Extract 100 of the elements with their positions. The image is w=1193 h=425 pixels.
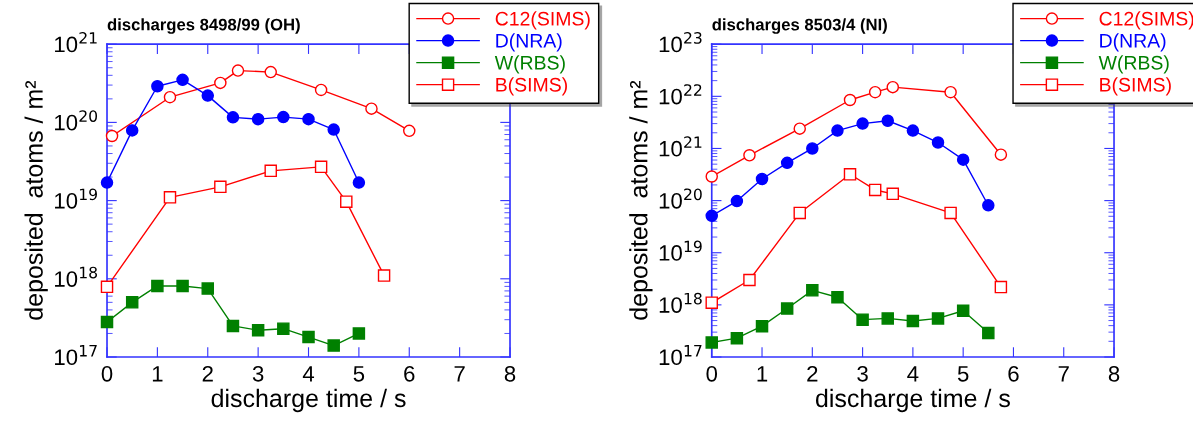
point bbox=[868, 85, 882, 99]
x-tick-label: 8 bbox=[504, 365, 516, 382]
x-tick-label: 8 bbox=[1108, 365, 1120, 382]
x-tick-label: 3 bbox=[252, 365, 264, 382]
point bbox=[755, 172, 769, 186]
point bbox=[780, 302, 794, 315]
point bbox=[176, 279, 189, 293]
point bbox=[793, 122, 806, 135]
y-tick-label: 10$^{22}$ bbox=[659, 84, 702, 105]
point bbox=[264, 164, 277, 178]
point bbox=[340, 195, 353, 208]
point bbox=[163, 191, 177, 204]
point bbox=[780, 156, 794, 170]
point bbox=[906, 124, 920, 137]
x-tick-label: 1 bbox=[757, 366, 768, 382]
point bbox=[100, 280, 114, 294]
point bbox=[100, 176, 114, 189]
point bbox=[302, 112, 315, 126]
x-tick-label: 5 bbox=[957, 366, 969, 382]
point bbox=[302, 330, 315, 344]
point bbox=[743, 149, 756, 162]
y-tick-label: 10$^{18}$ bbox=[55, 266, 98, 287]
x-tick-label: 0 bbox=[706, 365, 718, 382]
point bbox=[226, 111, 240, 124]
point bbox=[352, 176, 366, 189]
y-tick-label: 10$^{23}$ bbox=[659, 32, 702, 53]
point bbox=[831, 290, 844, 304]
point bbox=[944, 206, 957, 220]
point bbox=[214, 180, 227, 194]
legend-label: B(SIMS) bbox=[496, 77, 567, 96]
x-tick-label: 2 bbox=[807, 365, 818, 382]
point bbox=[956, 304, 970, 318]
point bbox=[843, 93, 857, 107]
point bbox=[705, 170, 718, 183]
point bbox=[201, 282, 215, 295]
point bbox=[982, 199, 995, 212]
chart-title: discharges 8503/4 (NI) bbox=[712, 18, 887, 34]
point bbox=[831, 124, 844, 137]
point bbox=[956, 153, 970, 166]
legend-label: C12(SIMS) bbox=[1099, 11, 1193, 30]
x-tick-label: 2 bbox=[202, 365, 213, 382]
y-tick-label: 10$^{21}$ bbox=[659, 136, 702, 157]
point bbox=[705, 296, 718, 309]
legend-label: W(RBS) bbox=[494, 55, 565, 74]
point bbox=[352, 327, 366, 340]
point bbox=[886, 187, 900, 201]
x-tick-label: 4 bbox=[907, 366, 919, 382]
y-tick-label: 10$^{20}$ bbox=[55, 110, 98, 131]
point bbox=[994, 148, 1008, 161]
legend-label: W(RBS) bbox=[1098, 55, 1169, 74]
point bbox=[327, 123, 340, 136]
x-tick-label: 1 bbox=[152, 366, 163, 382]
point bbox=[856, 313, 869, 326]
point bbox=[730, 194, 744, 208]
y-tick-label: 10$^{19}$ bbox=[55, 188, 97, 209]
legend-label: D(NRA) bbox=[496, 33, 562, 52]
point bbox=[881, 114, 894, 128]
y-tick-label: 10$^{17}$ bbox=[55, 345, 97, 366]
point bbox=[176, 73, 189, 87]
x-tick-label: 6 bbox=[404, 365, 415, 382]
point bbox=[226, 319, 240, 333]
point bbox=[743, 273, 756, 287]
point bbox=[251, 112, 265, 126]
y-axis-title: deposited atoms / m² bbox=[24, 80, 48, 320]
point bbox=[125, 296, 139, 309]
point bbox=[377, 269, 391, 282]
point bbox=[868, 183, 882, 197]
point bbox=[214, 76, 227, 90]
point bbox=[856, 117, 869, 130]
point bbox=[251, 323, 265, 337]
point bbox=[881, 312, 894, 325]
x-tick-label: 0 bbox=[101, 365, 113, 382]
point bbox=[931, 312, 945, 325]
point bbox=[730, 331, 744, 345]
point bbox=[277, 322, 290, 335]
point bbox=[755, 319, 769, 333]
point bbox=[201, 89, 215, 102]
x-tick-label: 4 bbox=[302, 366, 315, 382]
y-tick-label: 10$^{20}$ bbox=[659, 188, 702, 209]
point bbox=[151, 79, 164, 93]
point bbox=[231, 64, 245, 77]
point bbox=[277, 110, 290, 124]
point bbox=[327, 339, 340, 352]
x-tick-label: 7 bbox=[1058, 366, 1069, 382]
point bbox=[314, 160, 328, 174]
legend-label: D(NRA) bbox=[1100, 33, 1166, 52]
y-tick-label: 10$^{19}$ bbox=[659, 240, 702, 261]
point bbox=[994, 280, 1008, 294]
point bbox=[100, 315, 114, 329]
point bbox=[151, 279, 164, 293]
point bbox=[125, 124, 139, 137]
x-axis-title: discharge time / s bbox=[815, 388, 1010, 413]
point bbox=[806, 142, 819, 155]
point bbox=[793, 206, 806, 220]
y-tick-label: 10$^{17}$ bbox=[659, 345, 702, 366]
x-tick-label: 7 bbox=[454, 366, 465, 382]
point bbox=[403, 124, 416, 138]
point bbox=[886, 80, 900, 94]
point bbox=[906, 314, 920, 328]
legend-label: C12(SIMS) bbox=[495, 11, 590, 30]
